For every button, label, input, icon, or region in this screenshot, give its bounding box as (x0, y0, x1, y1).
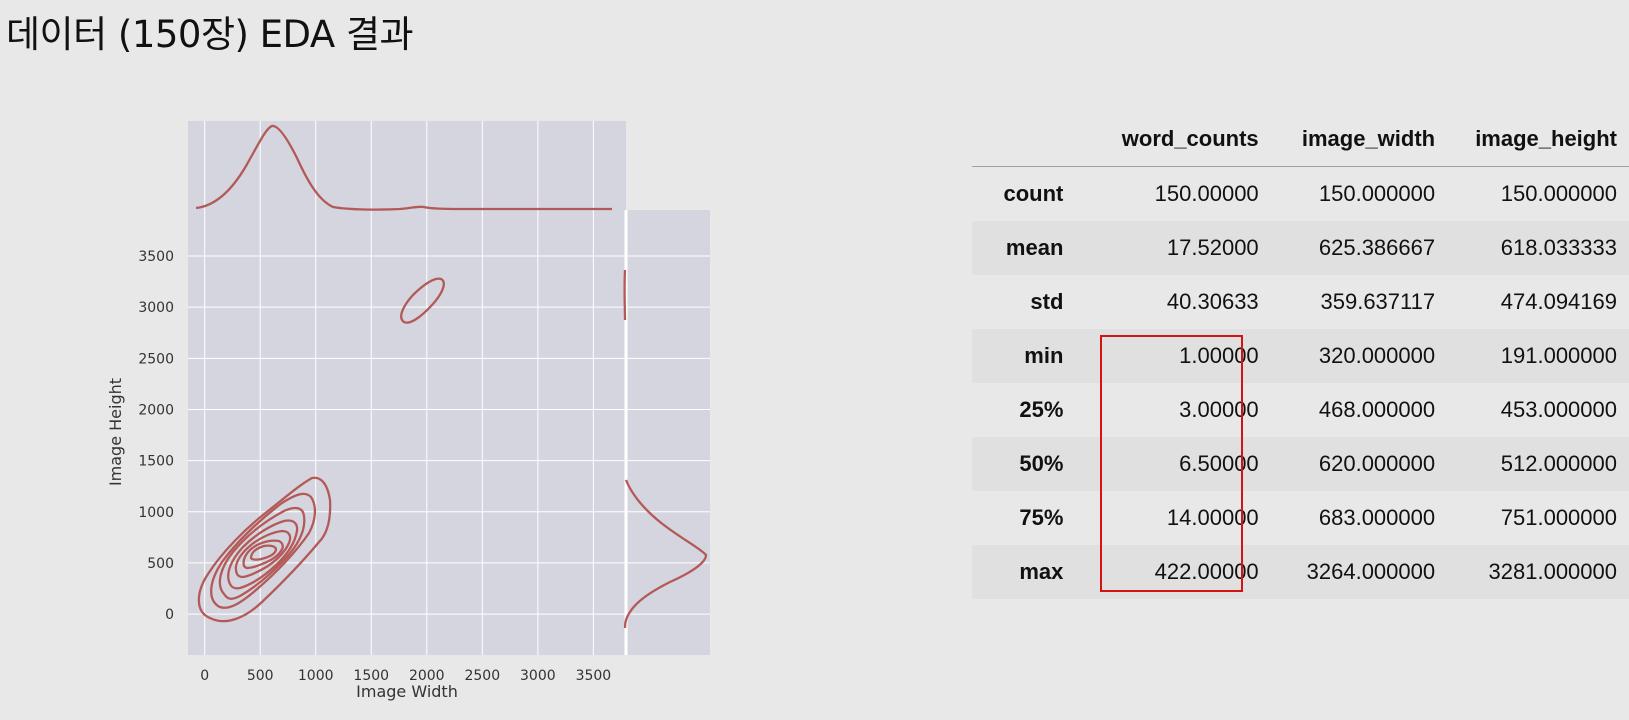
kde-contour-3 (218, 506, 306, 600)
kde-contour-outer (197, 476, 332, 623)
table-row: count 150.00000 150.000000 150.000000 (972, 166, 1629, 221)
x-tick-label: 3500 (576, 668, 612, 684)
row-label: 50% (1019, 451, 1064, 476)
row-label: min (1024, 343, 1064, 368)
top-marginal-background (188, 121, 626, 211)
table-cell: 17.52000 (1166, 235, 1259, 260)
table-cell: 3264.000000 (1306, 559, 1436, 584)
table-cell: 468.000000 (1318, 397, 1436, 422)
y-tick-labels: 0 500 1000 1500 2000 2500 3000 3500 (138, 249, 174, 623)
table-cell: 150.000000 (1500, 181, 1617, 206)
y-tick-label: 1500 (138, 454, 174, 470)
table-row: mean 17.52000 625.386667 618.033333 (972, 221, 1629, 275)
x-tick-label: 3000 (520, 668, 556, 684)
x-tick-label: 0 (200, 668, 209, 684)
stats-table: word_counts image_width image_height cou… (972, 116, 1629, 599)
kde-contour-5 (234, 529, 292, 579)
stats-body: count 150.00000 150.000000 150.000000 mean 17… (972, 166, 1629, 599)
x-tick-label: 2500 (464, 668, 500, 684)
table-cell: 150.000000 (1318, 181, 1436, 206)
y-tick-label: 2000 (138, 402, 174, 418)
table-cell: 359.637117 (1320, 289, 1436, 314)
table-cell: 191.000000 (1500, 343, 1617, 368)
table-row: min 1.00000 320.000000 191.000000 (972, 329, 1629, 383)
table-cell: 14.00000 (1166, 505, 1259, 530)
stats-header-row: word_counts image_width image_height (972, 116, 1629, 167)
table-cell: 150.00000 (1154, 181, 1259, 206)
kde-contour-6 (242, 539, 284, 570)
table-cell: 620.000000 (1318, 451, 1436, 476)
row-label: std (1030, 289, 1064, 314)
kde-contour-4 (227, 519, 299, 590)
y-tick-label: 3500 (138, 249, 174, 265)
grid-lines (188, 121, 710, 655)
column-header: image_width (1301, 126, 1436, 151)
table-cell: 6.50000 (1179, 451, 1259, 476)
kde-jointplot: 0 500 1000 1500 2000 2500 3000 3500 0 500 1000 150… (106, 121, 710, 701)
table-cell: 683.000000 (1318, 505, 1436, 530)
row-label: 75% (1019, 505, 1064, 530)
table-cell: 1.00000 (1179, 343, 1259, 368)
row-label: max (1019, 559, 1064, 584)
table-row: max 422.00000 3264.000000 3281.000000 (972, 545, 1629, 599)
y-tick-label: 1000 (138, 505, 174, 521)
stats-corner (972, 116, 1089, 167)
page-title: 데이터 (150장) EDA 결과 (6, 13, 414, 56)
table-cell: 512.000000 (1500, 451, 1617, 476)
x-tick-label: 1500 (353, 668, 389, 684)
row-label: count (1003, 181, 1064, 206)
table-row: 25% 3.00000 468.000000 453.000000 (972, 383, 1629, 437)
x-tick-label: 1000 (298, 668, 334, 684)
table-cell: 320.000000 (1318, 343, 1436, 368)
table-row: 75% 14.00000 683.000000 751.000000 (972, 491, 1629, 545)
marginal-kde-y (623, 269, 708, 629)
row-label: 25% (1019, 397, 1064, 422)
right-marginal-background (626, 210, 710, 655)
y-tick-label: 3000 (138, 300, 174, 316)
x-tick-label: 500 (247, 668, 274, 684)
table-cell: 474.094169 (1500, 289, 1617, 314)
kde-contours (197, 277, 445, 623)
kde-contour-2 (210, 492, 317, 609)
table-row: 50% 6.50000 620.000000 512.000000 (972, 437, 1629, 491)
marginal-kde-x (195, 124, 612, 211)
table-cell: 618.033333 (1500, 235, 1617, 260)
row-label: mean (1005, 235, 1064, 260)
y-tick-label: 0 (165, 607, 174, 623)
y-tick-label: 500 (147, 556, 174, 572)
kde-contour-secondary (400, 277, 445, 324)
table-cell: 751.000000 (1500, 505, 1617, 530)
x-tick-label: 2000 (409, 668, 445, 684)
kde-contour-7 (249, 544, 278, 561)
table-cell: 3.00000 (1179, 397, 1259, 422)
x-axis-label: Image Width (356, 682, 458, 701)
x-tick-labels: 0 500 1000 1500 2000 2500 3000 3500 (200, 668, 611, 684)
table-cell: 453.000000 (1500, 397, 1617, 422)
table-row: std 40.30633 359.637117 474.094169 (972, 275, 1629, 329)
y-tick-label: 2500 (138, 351, 174, 367)
table-cell: 625.386667 (1318, 235, 1436, 260)
table-cell: 422.00000 (1154, 559, 1259, 584)
table-cell: 40.30633 (1166, 289, 1259, 314)
column-header: image_height (1475, 126, 1617, 151)
y-axis-label: Image Height (106, 378, 125, 486)
column-header: word_counts (1121, 126, 1259, 151)
table-cell: 3281.000000 (1488, 559, 1617, 584)
